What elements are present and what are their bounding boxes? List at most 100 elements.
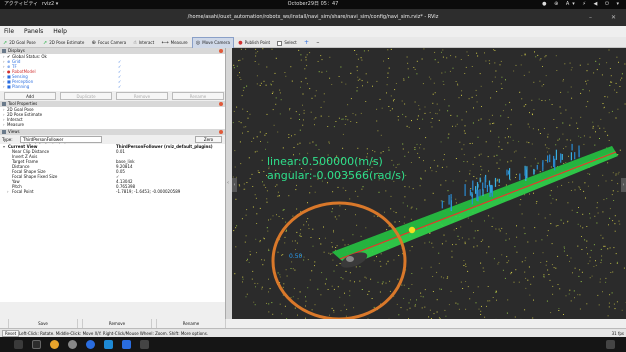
panel-splitter[interactable]: ‹ [226,48,232,319]
cloud-point [315,90,317,92]
duplicate-display-button[interactable]: Duplicate [60,92,112,100]
display-item[interactable]: › ■ Planning ✓ [0,84,225,89]
view-property-row[interactable]: Target Frame base_link [0,159,225,164]
tool-property-item[interactable]: › Measure [0,122,225,127]
display-item[interactable]: › ✔ Global Status: Ok [0,54,225,59]
reset-button[interactable]: Reset [2,330,20,337]
add-display-button[interactable]: Add [4,92,56,100]
remove-display-button[interactable]: Remove [116,92,168,100]
view-property-row[interactable]: Focal Shape Fixed Size ✓ [0,174,225,179]
view-property-row[interactable]: Focal Shape Size 0.05 [0,169,225,174]
close-button[interactable]: ✕ [611,14,617,21]
close-icon[interactable] [219,49,223,53]
expand-icon[interactable]: › [3,117,5,122]
activities-button[interactable]: アクティビティ [4,1,39,7]
cloud-point [337,286,339,288]
expand-icon[interactable]: › [3,64,5,69]
collapse-left-icon[interactable]: ‹ [227,180,229,186]
apps-grid-icon[interactable] [606,340,615,349]
terminal-icon[interactable] [32,340,41,349]
expand-icon[interactable]: › [3,54,5,59]
focus-camera-tool[interactable]: ⊕ Focus Camera [89,37,130,49]
display-item[interactable]: › ■ Perception ✓ [0,79,225,84]
tool-property-item[interactable]: › Interact [0,117,225,122]
rviz-text-icon[interactable] [140,340,149,349]
current-view-row[interactable]: ▾ Current View ThirdPersonFollower (rviz… [0,144,225,149]
view-property-value[interactable]: 0.765398 [116,184,136,189]
measure-tool[interactable]: ⟷ Measure [158,37,190,49]
view-property-row[interactable]: Pitch 0.765398 [0,184,225,189]
display-item[interactable]: › ⊕ TF ✓ [0,64,225,69]
settings-icon[interactable] [68,340,77,349]
display-enabled-checkbox[interactable]: ✓ [118,74,122,79]
render-viewport[interactable]: 0.50 linear:0.500000(m/s) angular:-0.003… [232,48,626,319]
view-type-select[interactable]: ThirdPersonFollower (rviz_default_plugin… [20,136,102,148]
vscode-icon[interactable] [104,340,113,349]
expand-icon[interactable]: › [3,59,5,64]
remove-tool-button[interactable]: – [316,39,320,46]
display-enabled-checkbox[interactable]: ✓ [118,64,122,69]
view-property-row[interactable]: Invert Z Axis [0,154,225,159]
menu-help[interactable]: Help [53,28,67,35]
browser-icon[interactable] [86,340,95,349]
expand-icon[interactable]: › [3,107,5,112]
collapse-icon[interactable]: ▾ [3,144,6,149]
view-property-value[interactable]: -1.7819; -1.6453; -0.000020589 [116,189,181,194]
expand-icon[interactable]: › [3,122,5,127]
view-property-row[interactable]: Yaw 4.13042 [0,179,225,184]
interact-tool[interactable]: ☝ Interact [131,37,158,49]
app-menu[interactable]: rviz2 ▾ [42,1,59,7]
system-tray[interactable]: ● ⊕ A▾ ⚡ ◀ ⏻ ▾ [542,1,622,7]
display-enabled-checkbox[interactable]: ✓ [118,59,122,64]
cloud-point [493,155,495,157]
viewport-right-handle[interactable]: › [621,178,626,192]
display-item[interactable]: › ■ Sensing ✓ [0,74,225,79]
cloud-point [299,291,301,293]
view-property-row[interactable]: › Focal Point -1.7819; -1.6453; -0.0000205… [0,189,225,194]
close-icon[interactable] [219,102,223,106]
clock[interactable]: October29日 05：47 [287,1,339,7]
view-property-value[interactable]: 0.05 [116,169,125,174]
view-property-row[interactable]: Near Clip Distance 0.01 [0,149,225,154]
display-enabled-checkbox[interactable]: ✓ [118,79,122,84]
rename-view-button[interactable]: Rename [156,319,226,328]
close-icon[interactable] [219,130,223,134]
tool-property-item[interactable]: › 2D Pose Estimate [0,112,225,117]
expand-icon[interactable]: › [3,69,5,74]
publish-point-tool[interactable]: ● Publish Point [235,37,273,49]
select-tool[interactable]: Select [274,37,299,48]
menu-file[interactable]: File [4,28,15,35]
rviz-icon[interactable] [122,340,131,349]
view-property-value[interactable]: 9.20814 [116,164,133,169]
minimize-button[interactable]: – [589,14,592,21]
expand-icon[interactable]: › [3,112,5,117]
view-property-value[interactable]: 4.13042 [116,179,133,184]
rename-display-button[interactable]: Rename [172,92,224,100]
expand-icon[interactable]: › [7,189,9,194]
pose-estimate-tool[interactable]: ➚ 2D Pose Estimate [40,37,87,49]
cloud-point [271,302,273,304]
menu-panels[interactable]: Panels [23,28,44,35]
view-property-value[interactable]: base_link [116,159,135,164]
zero-button[interactable]: Zero [195,136,222,143]
expand-icon[interactable]: › [3,74,5,79]
display-enabled-checkbox[interactable]: ✓ [118,84,122,89]
remove-view-button[interactable]: Remove [82,319,152,328]
tool-property-item[interactable]: › 2D Goal Pose [0,107,225,112]
expand-icon[interactable]: › [3,84,5,89]
goal-pose-tool[interactable]: ➚ 2D Goal Pose [0,37,39,49]
save-view-button[interactable]: Save [8,319,78,328]
fps-counter: 31 fps [611,331,624,336]
display-enabled-checkbox[interactable]: ✓ [118,69,122,74]
add-tool-button[interactable]: + [304,39,310,46]
view-property-row[interactable]: Distance 9.20814 [0,164,225,169]
viewport-left-handle[interactable]: ‹ [232,178,237,192]
view-property-value[interactable]: 0.01 [116,149,125,154]
display-item[interactable]: › ● RobotModel ✓ [0,69,225,74]
display-item[interactable]: › ⊕ Grid ✓ [0,59,225,64]
expand-icon[interactable]: › [3,79,5,84]
view-property-value[interactable]: ✓ [116,174,120,179]
cloud-point [606,198,608,200]
chrome-icon[interactable] [50,340,59,349]
files-icon[interactable] [14,340,23,349]
